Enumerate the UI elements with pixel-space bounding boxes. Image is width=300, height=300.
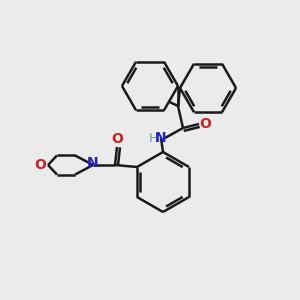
Text: O: O (111, 132, 123, 146)
Text: O: O (199, 117, 211, 131)
Text: O: O (34, 158, 46, 172)
Text: N: N (155, 131, 167, 145)
Text: H: H (148, 131, 158, 145)
Text: N: N (87, 156, 99, 170)
